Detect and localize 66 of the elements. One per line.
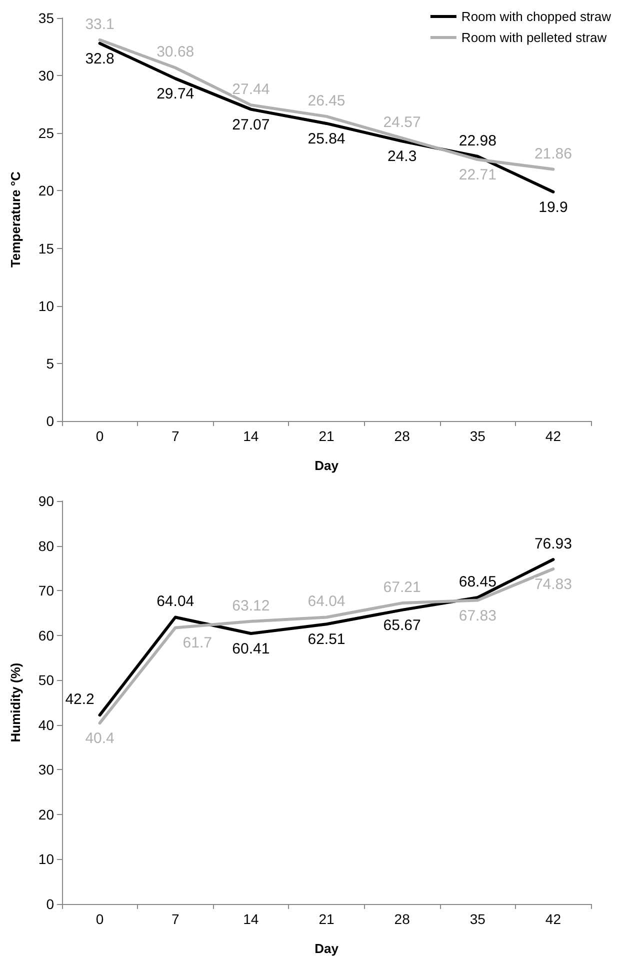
- y-tick-label: 35: [38, 10, 54, 26]
- data-label: 42.2: [65, 691, 94, 708]
- y-tick-label: 0: [46, 896, 54, 912]
- x-tick-label: 0: [96, 428, 104, 444]
- data-label: 27.07: [232, 116, 270, 134]
- y-axis-title: Temperature °C: [8, 170, 23, 268]
- data-label: 33.1: [85, 16, 114, 33]
- x-tick-label: 42: [545, 911, 562, 927]
- x-tick-label: 14: [243, 428, 259, 444]
- x-tick-label: 21: [318, 911, 334, 927]
- data-label: 61.7: [182, 634, 212, 652]
- y-tick-label: 90: [38, 493, 54, 509]
- data-label: 40.4: [85, 730, 114, 748]
- x-axis-title: Day: [314, 458, 340, 473]
- x-tick-label: 28: [394, 911, 410, 927]
- x-tick-label: 42: [545, 428, 562, 444]
- y-tick-label: 30: [38, 68, 54, 84]
- x-tick-label: 21: [318, 428, 334, 444]
- data-label: 22.71: [458, 166, 496, 184]
- x-tick-label: 0: [96, 911, 104, 927]
- data-label: 67.83: [458, 607, 496, 624]
- y-tick-label: 70: [38, 582, 54, 599]
- y-tick-label: 20: [38, 182, 54, 199]
- data-label: 76.93: [534, 536, 572, 553]
- legend-label: Room with pelleted straw: [461, 30, 608, 45]
- y-tick-label: 60: [38, 627, 54, 644]
- data-label: 32.8: [85, 50, 114, 68]
- legend-label: Room with chopped straw: [461, 9, 612, 24]
- data-label: 74.83: [534, 576, 572, 593]
- data-label: 22.98: [458, 132, 496, 150]
- data-label: 60.41: [232, 640, 270, 658]
- y-tick-label: 0: [46, 413, 54, 429]
- x-tick-label: 14: [243, 911, 259, 927]
- x-tick-label: 7: [171, 428, 180, 444]
- y-tick-label: 40: [38, 716, 54, 733]
- data-label: 68.45: [458, 573, 496, 590]
- data-label: 29.74: [156, 86, 194, 103]
- y-tick-label: 30: [38, 762, 54, 778]
- data-label: 67.21: [383, 579, 421, 596]
- data-label: 24.57: [383, 114, 421, 132]
- x-axis-title: Day: [314, 941, 340, 956]
- data-label: 63.12: [232, 597, 270, 614]
- data-label: 21.86: [534, 145, 572, 162]
- x-tick-label: 35: [470, 911, 486, 927]
- y-tick-label: 50: [38, 672, 54, 688]
- data-label: 25.84: [308, 130, 346, 148]
- y-axis-title: Humidity (%): [8, 662, 23, 742]
- data-label: 24.3: [387, 148, 417, 166]
- data-label: 30.68: [156, 44, 194, 61]
- y-tick-label: 20: [38, 806, 54, 822]
- data-label: 62.51: [308, 631, 346, 648]
- data-label: 65.67: [383, 616, 421, 634]
- x-tick-label: 35: [470, 428, 486, 444]
- y-tick-label: 15: [38, 240, 54, 256]
- data-label: 64.04: [156, 593, 194, 610]
- data-label: 27.44: [232, 81, 270, 98]
- x-tick-label: 7: [171, 911, 180, 927]
- data-label: 64.04: [308, 593, 346, 610]
- y-tick-label: 80: [38, 538, 54, 554]
- y-tick-label: 25: [38, 125, 54, 142]
- y-tick-label: 10: [38, 851, 54, 868]
- y-tick-label: 5: [46, 355, 54, 372]
- x-tick-label: 28: [394, 428, 410, 444]
- data-label: 26.45: [308, 92, 346, 110]
- y-tick-label: 10: [38, 298, 54, 314]
- data-label: 19.9: [538, 198, 568, 216]
